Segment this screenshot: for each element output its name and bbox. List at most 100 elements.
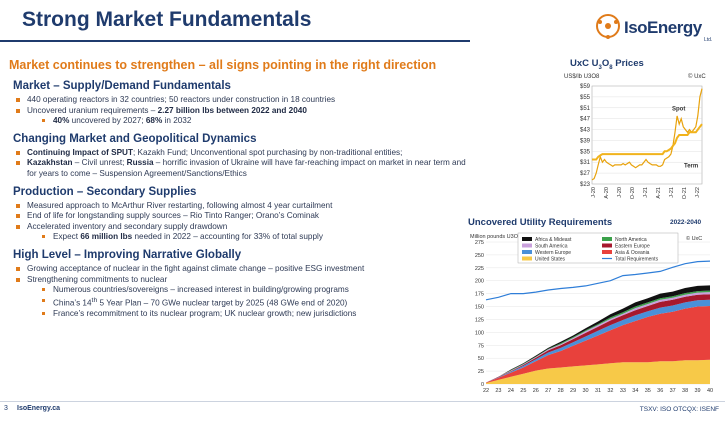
title-divider xyxy=(0,40,470,42)
logo-atom-icon xyxy=(596,14,620,39)
price-ytick: $23 xyxy=(580,182,591,188)
req-xtick: 27 xyxy=(545,388,551,394)
legend-label: Western Europe xyxy=(535,250,571,256)
req-xtick: 26 xyxy=(533,388,539,394)
isoenergy-logo xyxy=(596,14,620,39)
bullet-list: Measured approach to McArthur River rest… xyxy=(13,201,473,243)
price-ytick: $27 xyxy=(580,171,591,177)
price-xtick: A-21 xyxy=(656,187,662,199)
legend-label: North America xyxy=(615,237,647,243)
price-xtick: J-22 xyxy=(695,187,701,198)
req-xtick: 24 xyxy=(508,388,514,394)
req-ytick: 275 xyxy=(475,240,484,246)
price-ylabel: US$/lb U3O8 xyxy=(564,74,600,80)
section-heading: Market – Supply/Demand Fundamentals xyxy=(13,80,231,92)
req-xtick: 29 xyxy=(570,388,576,394)
req-ylabel: Million pounds U3O8 xyxy=(470,234,521,240)
req-legend xyxy=(517,232,679,264)
req-ytick: 250 xyxy=(475,253,484,259)
legend-label: Eastern Europe xyxy=(615,244,650,250)
legend-label: United States xyxy=(535,257,566,263)
bullet-item: Expect 66 million lbs needed in 2022 – a… xyxy=(13,232,473,243)
logo-text: IsoEnergy xyxy=(624,18,702,37)
price-ytick: $55 xyxy=(580,95,591,101)
req-ytick: 225 xyxy=(475,266,484,272)
bullet-item: Growing acceptance of nuclear in the fig… xyxy=(13,264,473,275)
bullet-item: 40% uncovered by 2027; 68% in 2032 xyxy=(13,116,473,127)
req-area-asia-oceania xyxy=(486,306,710,383)
legend-swatch xyxy=(602,250,612,254)
price-xtick: J-21 xyxy=(669,187,675,198)
req-xtick: 36 xyxy=(657,388,663,394)
req-area-united-states xyxy=(486,359,710,384)
bullet-item: Numerous countries/sovereigns – increase… xyxy=(13,285,473,296)
req-ytick: 75 xyxy=(478,343,484,349)
legend-swatch xyxy=(522,250,532,254)
req-total-line xyxy=(485,260,711,301)
price-ytick: $59 xyxy=(580,84,591,90)
price-chart: US$/lb U3O8 © UxC $59 $55 $51 $47 $43 $39 $35 $31… xyxy=(564,73,706,199)
legend-swatch xyxy=(522,256,532,261)
price-xtick: J-20 xyxy=(617,187,623,198)
price-ytick: $51 xyxy=(580,106,591,112)
req-xtick: 40 xyxy=(707,388,713,394)
req-xtick: 38 xyxy=(682,388,688,394)
requirements-chart-years: 2022-2040 xyxy=(670,219,702,226)
price-ytick: $47 xyxy=(580,117,591,123)
price-xtick: O-20 xyxy=(630,187,636,199)
legend-swatch xyxy=(602,243,612,248)
req-xtick: 25 xyxy=(520,388,526,394)
bullet-content: Market – Supply/Demand Fundamentals 440 o… xyxy=(13,80,473,326)
bullet-item: France’s recommitment to its nuclear pro… xyxy=(13,309,473,320)
bullet-list: Growing acceptance of nuclear in the fig… xyxy=(13,264,473,320)
req-xtick: 33 xyxy=(620,388,626,394)
website-link[interactable]: IsoEnergy.ca xyxy=(17,405,61,412)
price-series-spot xyxy=(591,88,703,181)
price-chart-title: UxC U3O8 Prices xyxy=(570,58,644,71)
bullet-item: Uncovered uranium requirements – 2.27 bi… xyxy=(13,106,473,117)
price-series-term xyxy=(592,123,703,161)
bullet-list: 440 operating reactors in 32 countries; … xyxy=(13,95,473,127)
req-ytick: 50 xyxy=(478,356,484,362)
price-xtick: J-20 xyxy=(591,187,597,198)
legend-label: Africa & Mideast xyxy=(535,237,572,243)
bullet-item: China’s 14th 5 Year Plan – 70 GWe nuclea… xyxy=(13,296,473,309)
price-ytick: $31 xyxy=(580,160,591,166)
price-ytick: $35 xyxy=(580,149,591,155)
req-ytick: 150 xyxy=(475,305,484,311)
section-heading: Changing Market and Geopolitical Dynamic… xyxy=(13,132,257,145)
bullet-item: 440 operating reactors in 32 countries; … xyxy=(13,95,473,106)
legend-swatch xyxy=(522,237,532,241)
req-xtick: 39 xyxy=(694,388,700,394)
req-ytick: 25 xyxy=(478,369,484,375)
page-title: Strong Market Fundamentals xyxy=(22,8,312,31)
legend-label: South America xyxy=(535,244,568,250)
req-xtick: 35 xyxy=(645,388,651,394)
spot-label: Spot xyxy=(672,107,685,113)
bullet-item: Accelerated inventory and secondary supp… xyxy=(13,222,473,233)
bullet-item: Strengthening commitments to nuclear xyxy=(13,275,473,286)
req-xtick: 32 xyxy=(607,388,613,394)
req-area-western-europe xyxy=(486,299,710,383)
req-xtick: 37 xyxy=(670,388,676,394)
legend-swatch xyxy=(522,243,532,248)
req-ytick: 100 xyxy=(475,330,484,336)
req-ytick: 0 xyxy=(481,382,484,388)
footer-divider xyxy=(0,401,725,402)
ticker-symbols: TSXV: ISO OTCQX: ISENF xyxy=(639,406,719,413)
section-heading: Production – Secondary Supplies xyxy=(13,185,197,198)
req-xtick: 23 xyxy=(495,388,501,394)
req-xtick: 34 xyxy=(632,388,638,394)
legend-swatch xyxy=(602,237,612,241)
req-ytick: 200 xyxy=(475,279,484,285)
requirements-chart: Million pounds U3O8 © UxC 0 25 50 75 100 125 150… xyxy=(470,232,713,394)
bullet-list: Continuing Impact of SPUT; Kazakh Fund; … xyxy=(13,148,473,180)
page-number: 3 xyxy=(4,405,8,412)
price-ytick: $39 xyxy=(580,138,591,144)
slide-subtitle: Market continues to strengthen – all sig… xyxy=(9,58,437,72)
price-xtick: A-20 xyxy=(604,187,610,199)
price-xtick: O-21 xyxy=(682,187,688,199)
req-xtick: 30 xyxy=(582,388,588,394)
logo-ltd: Ltd. xyxy=(704,37,713,43)
req-xtick: 28 xyxy=(558,388,564,394)
